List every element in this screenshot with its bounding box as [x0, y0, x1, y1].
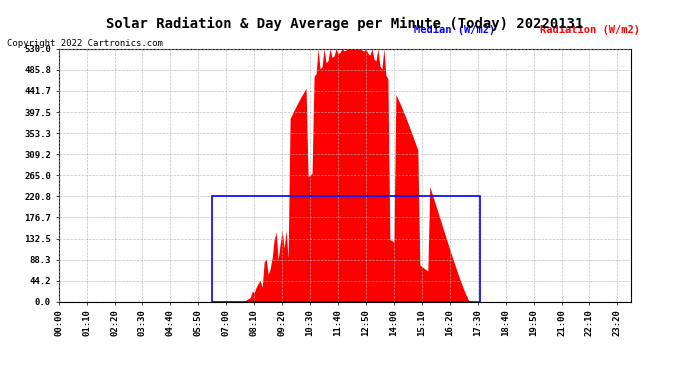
Text: Median (W/m2): Median (W/m2)	[414, 25, 495, 35]
Bar	[213, 196, 480, 302]
Text: Solar Radiation & Day Average per Minute (Today) 20220131: Solar Radiation & Day Average per Minute…	[106, 17, 584, 31]
Text: Radiation (W/m2): Radiation (W/m2)	[540, 25, 640, 35]
Text: Copyright 2022 Cartronics.com: Copyright 2022 Cartronics.com	[7, 39, 163, 48]
